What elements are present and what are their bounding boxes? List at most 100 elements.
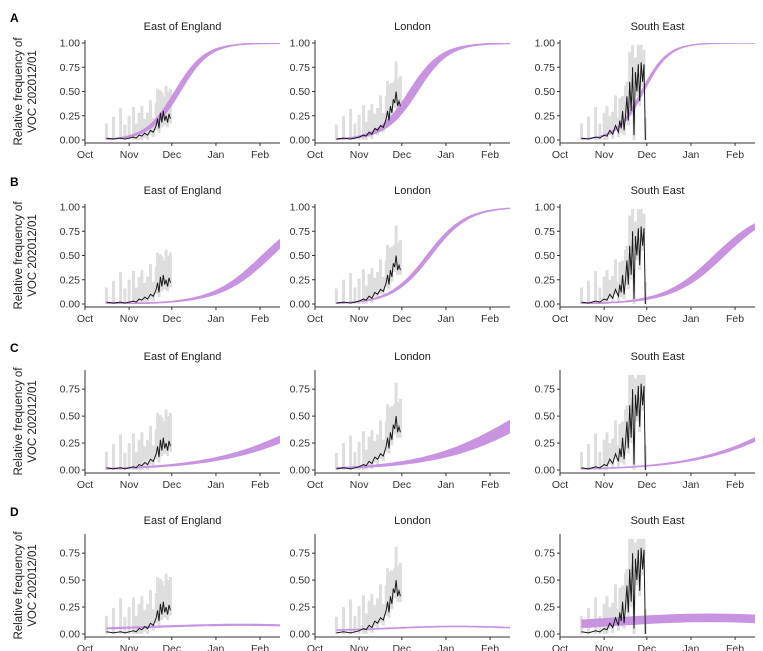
x-tick-label: Feb bbox=[726, 479, 744, 491]
y-tick-label: 0.25 bbox=[290, 602, 311, 614]
y-tick-label: 0.75 bbox=[535, 384, 556, 396]
facet-title: South East bbox=[631, 185, 685, 197]
y-axis-label: Relative frequency of bbox=[13, 531, 25, 640]
x-tick-label: Oct bbox=[307, 479, 323, 491]
model-band bbox=[336, 419, 510, 470]
y-tick-label: 0.75 bbox=[60, 62, 81, 74]
x-tick-label: Dec bbox=[162, 643, 181, 651]
facet-title: London bbox=[394, 515, 431, 527]
y-tick-label: 0.00 bbox=[290, 629, 311, 641]
observed-line bbox=[336, 91, 401, 140]
x-tick-label: Oct bbox=[552, 643, 568, 651]
facet-title: London bbox=[394, 21, 431, 33]
y-tick-label: 0.50 bbox=[535, 575, 556, 587]
y-axis-label: VOC 202012/01 bbox=[27, 380, 39, 462]
y-tick-label: 0.50 bbox=[290, 575, 311, 587]
x-tick-label: Feb bbox=[481, 149, 499, 161]
y-tick-label: 1.00 bbox=[290, 38, 311, 50]
x-tick-label: Jan bbox=[682, 313, 699, 325]
x-tick-label: Nov bbox=[595, 479, 614, 491]
x-tick-label: Nov bbox=[350, 313, 369, 325]
x-tick-label: Jan bbox=[682, 149, 699, 161]
facet-title: East of England bbox=[144, 21, 222, 33]
y-tick-label: 1.00 bbox=[60, 38, 81, 50]
x-tick-label: Nov bbox=[350, 149, 369, 161]
observed-ci bbox=[579, 374, 647, 470]
y-tick-label: 0.25 bbox=[290, 274, 311, 286]
x-tick-label: Jan bbox=[437, 643, 454, 651]
x-tick-label: Nov bbox=[595, 643, 614, 651]
y-tick-label: 0.75 bbox=[290, 62, 311, 74]
x-tick-label: Feb bbox=[251, 149, 269, 161]
y-axis-label: Relative frequency of bbox=[13, 367, 25, 476]
x-tick-label: Oct bbox=[77, 149, 93, 161]
x-tick-label: Oct bbox=[552, 149, 568, 161]
y-tick-label: 0.75 bbox=[60, 226, 81, 238]
x-tick-label: Dec bbox=[637, 643, 656, 651]
observed-ci bbox=[334, 225, 402, 304]
y-tick-label: 0.50 bbox=[290, 250, 311, 262]
y-tick-label: 0.00 bbox=[290, 465, 311, 477]
y-tick-label: 0.00 bbox=[60, 629, 81, 641]
observed-line bbox=[581, 62, 646, 141]
y-tick-label: 1.00 bbox=[535, 202, 556, 214]
y-tick-label: 0.25 bbox=[535, 602, 556, 614]
x-tick-label: Feb bbox=[481, 643, 499, 651]
y-tick-label: 0.50 bbox=[60, 86, 81, 98]
facet-title: South East bbox=[631, 21, 685, 33]
y-axis-label: VOC 202012/01 bbox=[27, 214, 39, 296]
x-tick-label: Jan bbox=[437, 149, 454, 161]
x-tick-label: Dec bbox=[162, 149, 181, 161]
y-tick-label: 0.50 bbox=[290, 86, 311, 98]
x-tick-label: Dec bbox=[162, 313, 181, 325]
panel-label-A: A bbox=[10, 11, 19, 25]
facet-title: South East bbox=[631, 351, 685, 363]
model-band bbox=[581, 437, 755, 470]
y-tick-label: 0.25 bbox=[60, 110, 81, 122]
x-tick-label: Oct bbox=[552, 313, 568, 325]
model-band bbox=[336, 625, 510, 631]
observed-line bbox=[336, 255, 401, 304]
observed-line bbox=[581, 226, 646, 305]
y-tick-label: 0.25 bbox=[535, 110, 556, 122]
facet-title: East of England bbox=[144, 351, 222, 363]
facet-title: East of England bbox=[144, 185, 222, 197]
panel-label-B: B bbox=[10, 175, 19, 189]
y-tick-label: 0.00 bbox=[60, 135, 81, 147]
y-tick-label: 0.75 bbox=[290, 548, 311, 560]
y-axis-label: VOC 202012/01 bbox=[27, 50, 39, 132]
x-tick-label: Feb bbox=[251, 643, 269, 651]
y-tick-label: 1.00 bbox=[60, 202, 81, 214]
x-tick-label: Nov bbox=[350, 643, 369, 651]
y-tick-label: 0.75 bbox=[290, 226, 311, 238]
x-tick-label: Feb bbox=[726, 149, 744, 161]
observed-ci bbox=[579, 208, 647, 304]
facet-title: London bbox=[394, 185, 431, 197]
x-tick-label: Dec bbox=[392, 643, 411, 651]
x-tick-label: Feb bbox=[251, 313, 269, 325]
observed-ci bbox=[104, 409, 172, 470]
y-tick-label: 1.00 bbox=[535, 38, 556, 50]
y-tick-label: 0.00 bbox=[535, 135, 556, 147]
observed-ci bbox=[104, 573, 172, 634]
x-tick-label: Dec bbox=[162, 479, 181, 491]
y-tick-label: 1.00 bbox=[290, 202, 311, 214]
x-tick-label: Dec bbox=[392, 313, 411, 325]
y-axis-label: Relative frequency of bbox=[13, 201, 25, 310]
y-tick-label: 0.50 bbox=[535, 250, 556, 262]
observed-line bbox=[106, 601, 171, 634]
x-tick-label: Oct bbox=[552, 479, 568, 491]
x-tick-label: Oct bbox=[77, 313, 93, 325]
y-tick-label: 0.25 bbox=[290, 110, 311, 122]
y-tick-label: 0.50 bbox=[60, 411, 81, 423]
y-tick-label: 0.25 bbox=[290, 438, 311, 450]
x-tick-label: Dec bbox=[637, 479, 656, 491]
x-tick-label: Nov bbox=[595, 313, 614, 325]
y-tick-label: 0.75 bbox=[60, 384, 81, 396]
observed-ci bbox=[334, 61, 402, 140]
x-tick-label: Nov bbox=[595, 149, 614, 161]
observed-line bbox=[106, 437, 171, 470]
facet-title: South East bbox=[631, 515, 685, 527]
y-axis-label: VOC 202012/01 bbox=[27, 544, 39, 626]
